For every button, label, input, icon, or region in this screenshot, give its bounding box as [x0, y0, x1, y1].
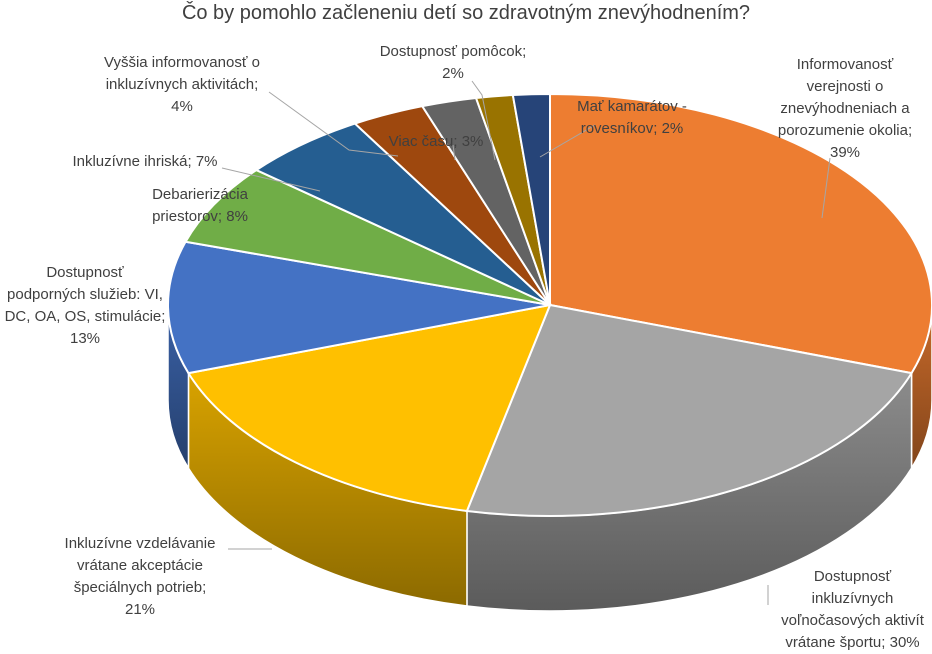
leader-line-5 [221, 167, 321, 192]
pie-slice-3 [167, 240, 551, 375]
data-label-3: Dostupnosť podporných služieb: VI, DC, O… [4, 264, 166, 347]
pie-slice-4 [183, 168, 551, 306]
pie-side-walls [167, 304, 932, 612]
data-label-8: Dostupnosť pomôcok; 2% [379, 43, 527, 82]
data-label-6: Vyššia informovanosť o inkluzívnych akti… [104, 54, 260, 115]
data-label-5: Inkluzívne ihriská; 7% [72, 153, 218, 170]
data-label-7: Viac času; 3% [388, 133, 484, 150]
leader-line-7 [452, 144, 456, 161]
data-label-9: Mať kamarátov - rovesníkov; 2% [577, 98, 687, 137]
data-label-2: Inkluzívne vzdelávanie vrátane akceptáci… [64, 535, 216, 618]
chart-title: Čo by pomohlo začleneniu detí so zdravot… [181, 2, 751, 24]
pie-top [167, 92, 932, 517]
data-label-0: Informovanosť verejnosti o znevýhodnenia… [777, 56, 913, 161]
leader-line-8 [471, 80, 496, 161]
leader-lines [221, 80, 831, 605]
pie-slice-9 [511, 92, 551, 306]
leader-line-6 [268, 91, 399, 157]
data-label-4: Debarierizácia priestorov; 8% [152, 186, 248, 225]
pie-slice-1 [465, 303, 914, 517]
leader-line-0 [821, 157, 831, 219]
leader-line-9 [539, 124, 596, 158]
pie-slice-0 [549, 92, 932, 375]
data-label-1: Dostupnosť inkluzívnych voľnočasových ak… [781, 568, 924, 651]
